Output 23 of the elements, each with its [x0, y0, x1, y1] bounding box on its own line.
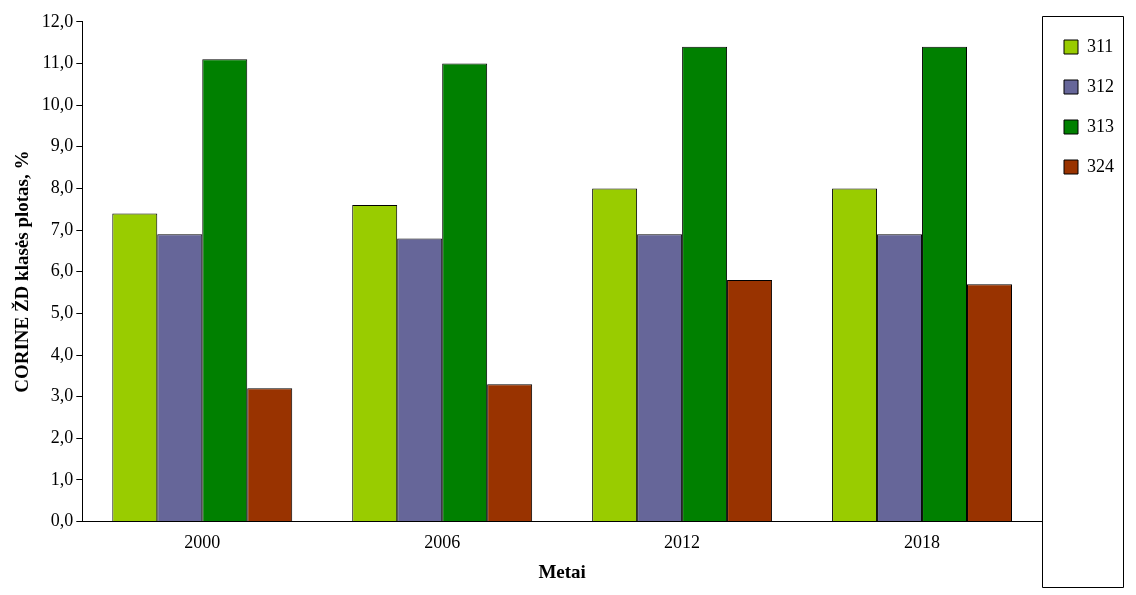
y-tick-label: 4,0 [50, 343, 74, 364]
y-tick-label: 1,0 [50, 468, 74, 489]
legend-label: 312 [1087, 75, 1114, 96]
y-tick-label: 12,0 [41, 10, 74, 31]
y-tick-label: 5,0 [50, 302, 74, 323]
y-axis-title: CORINE ŽD klasės plotas, % [11, 150, 33, 393]
legend-label: 313 [1087, 115, 1114, 136]
y-tick-label: 6,0 [50, 260, 74, 281]
y-tick-label: 8,0 [50, 177, 74, 198]
y-tick-label: 0,0 [50, 510, 74, 531]
x-tick-label: 2006 [424, 532, 461, 553]
y-tick-label: 11,0 [42, 52, 74, 73]
x-tick-label: 2000 [184, 532, 221, 553]
legend-label: 311 [1087, 35, 1114, 56]
legend-label: 324 [1087, 155, 1114, 176]
y-tick-label: 9,0 [50, 135, 74, 156]
y-tick-label: 7,0 [50, 218, 74, 239]
y-tick-label: 3,0 [50, 385, 74, 406]
y-tick-label: 2,0 [50, 427, 74, 448]
x-axis-title: Metai [538, 560, 586, 582]
x-tick-label: 2012 [664, 532, 701, 553]
x-tick-label: 2018 [904, 532, 941, 553]
y-tick-label: 10,0 [41, 93, 74, 114]
